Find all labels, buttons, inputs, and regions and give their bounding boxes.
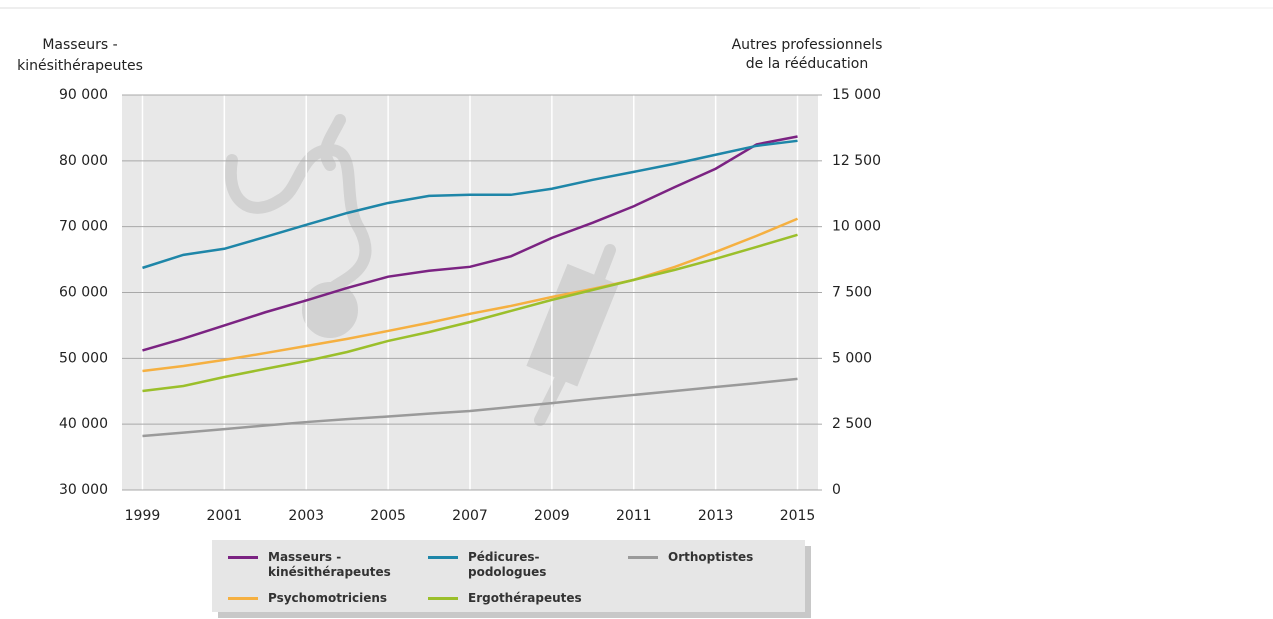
x-tick-label: 2013 bbox=[698, 508, 734, 524]
legend-label: Pédicures-podologues bbox=[468, 550, 608, 580]
x-tick-label: 2015 bbox=[780, 508, 816, 524]
y2-tick-label: 7 500 bbox=[832, 285, 872, 301]
legend-label: Masseurs - kinésithérapeutes bbox=[268, 550, 408, 580]
y-axis-title: kinésithérapeutes bbox=[17, 58, 143, 74]
legend-swatch bbox=[228, 556, 258, 559]
x-tick-label: 2007 bbox=[452, 508, 488, 524]
x-tick-label: 2009 bbox=[534, 508, 570, 524]
legend-item: Masseurs - kinésithérapeutes bbox=[228, 550, 428, 587]
y2-tick-label: 0 bbox=[832, 482, 841, 498]
legend-label: Ergothérapeutes bbox=[468, 591, 608, 606]
legend-label: Psychomotriciens bbox=[268, 591, 408, 606]
y-tick-label: 70 000 bbox=[59, 219, 108, 235]
legend-item: Orthoptistes bbox=[628, 550, 818, 587]
legend-swatch bbox=[628, 556, 658, 559]
legend-label: Orthoptistes bbox=[668, 550, 808, 565]
y-tick-label: 60 000 bbox=[59, 285, 108, 301]
y2-tick-label: 2 500 bbox=[832, 416, 872, 432]
y-axis-title: Masseurs - bbox=[42, 37, 117, 53]
legend-swatch bbox=[228, 597, 258, 600]
legend: Masseurs - kinésithérapeutes Pédicures-po… bbox=[212, 540, 805, 612]
y-tick-label: 90 000 bbox=[59, 87, 108, 103]
y2-axis-title: de la rééducation bbox=[746, 56, 868, 72]
x-tick-label: 2005 bbox=[370, 508, 406, 524]
legend-item: Psychomotriciens bbox=[228, 591, 428, 613]
x-tick-label: 2003 bbox=[288, 508, 324, 524]
y2-tick-label: 12 500 bbox=[832, 153, 881, 169]
legend-item: Ergothérapeutes bbox=[428, 591, 628, 613]
y-tick-label: 80 000 bbox=[59, 153, 108, 169]
y2-tick-label: 5 000 bbox=[832, 350, 872, 366]
x-tick-label: 2001 bbox=[207, 508, 243, 524]
legend-item: Pédicures-podologues bbox=[428, 550, 628, 587]
legend-swatch bbox=[428, 556, 458, 559]
x-tick-label: 2011 bbox=[616, 508, 652, 524]
y-tick-label: 50 000 bbox=[59, 350, 108, 366]
page: 1999 2001 2003 2005 2007 2009 2011 2013 2015 30 0… bbox=[0, 0, 1273, 619]
y2-tick-label: 15 000 bbox=[832, 87, 881, 103]
chart: 1999 2001 2003 2005 2007 2009 2011 2013 2015 30 0… bbox=[0, 0, 1273, 540]
y-tick-label: 30 000 bbox=[59, 482, 108, 498]
y-tick-label: 40 000 bbox=[59, 416, 108, 432]
y2-axis-title: Autres professionnels bbox=[732, 37, 883, 53]
legend-swatch bbox=[428, 597, 458, 600]
y2-tick-label: 10 000 bbox=[832, 219, 881, 235]
x-tick-label: 1999 bbox=[125, 508, 161, 524]
